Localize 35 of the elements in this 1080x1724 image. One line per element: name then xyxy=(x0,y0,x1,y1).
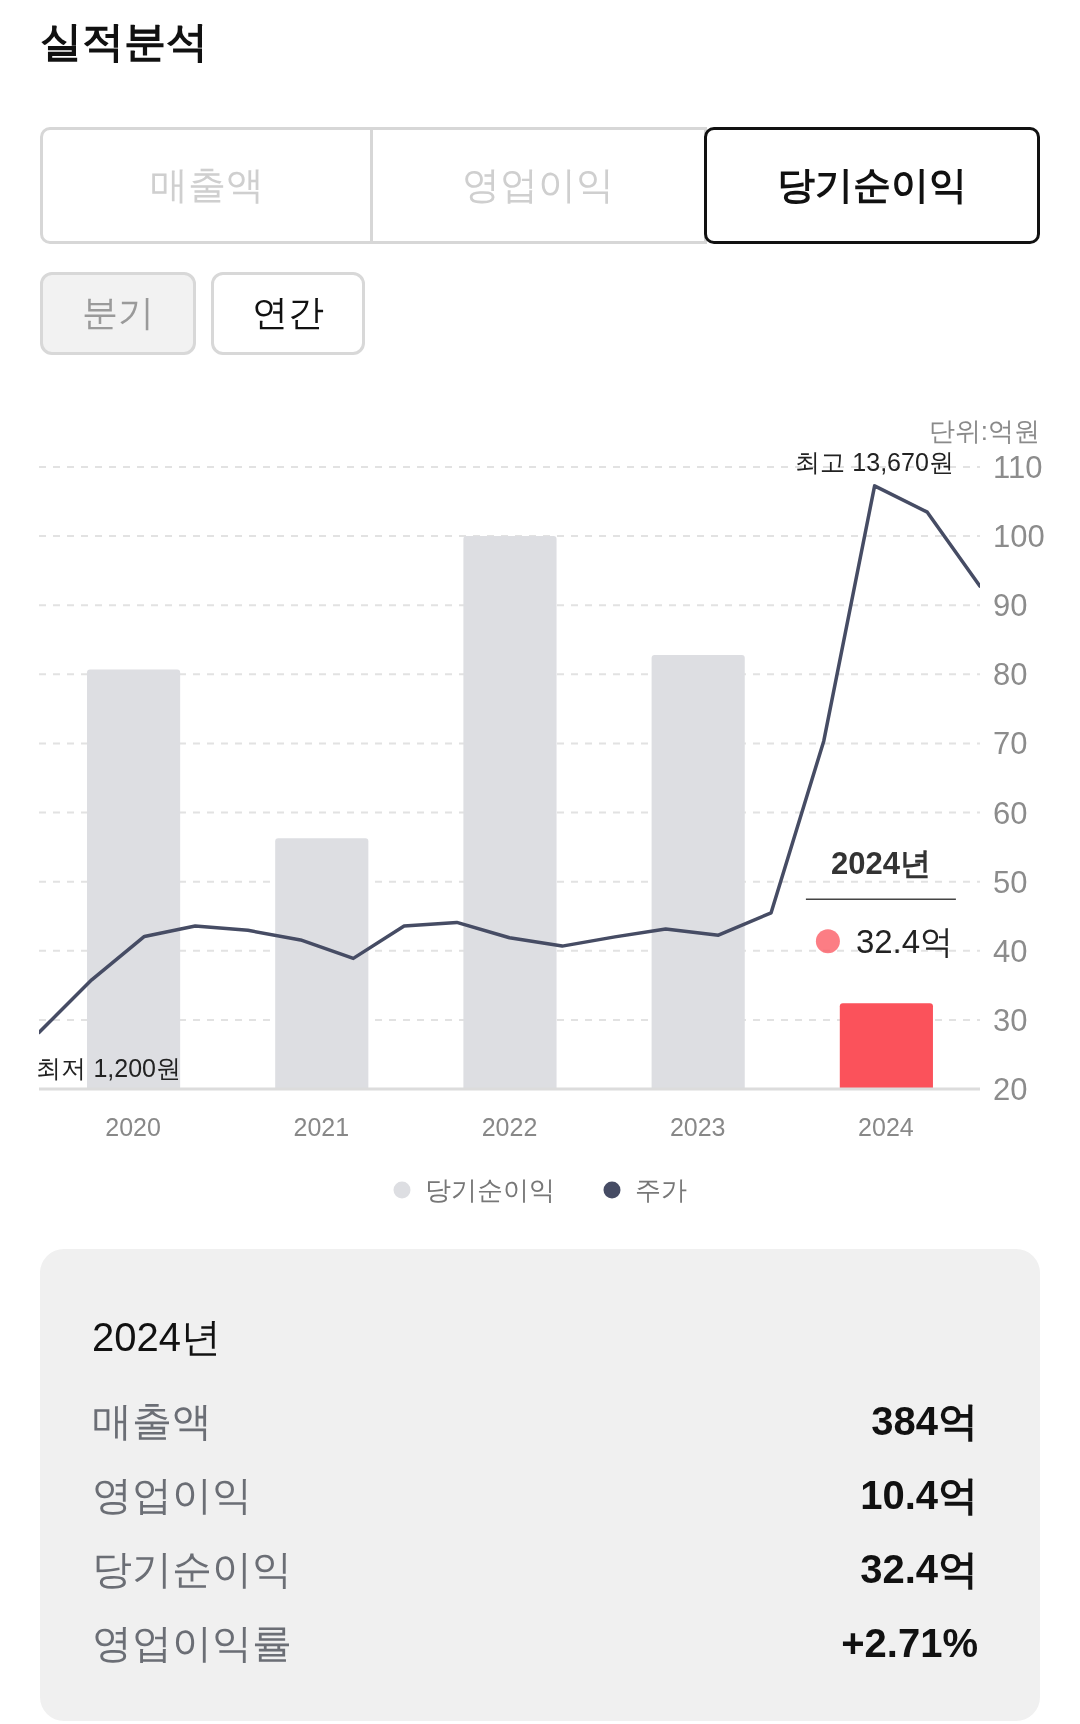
y-tick-label: 20 xyxy=(993,1072,1028,1108)
x-tick-label: 2024 xyxy=(858,1112,914,1141)
text: 영업이익 xyxy=(92,1471,252,1519)
y-tick-label: 60 xyxy=(993,795,1028,831)
text: 매출액 xyxy=(92,1397,212,1445)
data-label: 32.4억 xyxy=(855,922,954,960)
y-tick-label: 90 xyxy=(993,588,1028,624)
legend-label: 당기순이익 xyxy=(425,1173,555,1207)
toggle-button[interactable]: 연간 xyxy=(211,272,365,355)
text: +2.71% xyxy=(841,1620,978,1666)
x-tick-label: 2021 xyxy=(293,1112,350,1141)
text: 당기순이익 xyxy=(92,1545,292,1593)
x-tick-label: 2020 xyxy=(105,1112,161,1141)
data-label: 최저 1,200원 xyxy=(36,1054,182,1083)
y-tick-label: 80 xyxy=(993,657,1028,693)
text: 2024년 xyxy=(92,1315,221,1359)
text: 32.4억 xyxy=(860,1545,978,1593)
text: 영업이익률 xyxy=(92,1619,292,1667)
toggle-button[interactable]: 분기 xyxy=(40,272,196,355)
y-axis-title: 단위:억원 xyxy=(928,416,1040,446)
text: 실적분석 xyxy=(40,18,208,65)
tab-button[interactable]: 당기순이익 xyxy=(703,127,1040,244)
y-tick-label: 110 xyxy=(993,450,1043,486)
y-tick-label: 100 xyxy=(993,519,1045,555)
legend-label: 주가 xyxy=(635,1173,687,1207)
data-label: 최고 13,670원 xyxy=(795,447,954,476)
text: 10.4억 xyxy=(860,1471,978,1519)
y-tick-label: 30 xyxy=(993,1002,1028,1038)
y-tick-label: 50 xyxy=(993,864,1028,900)
y-tick-label: 40 xyxy=(993,933,1028,969)
x-tick-label: 2023 xyxy=(669,1112,726,1141)
text: 384억 xyxy=(871,1397,978,1445)
annotation: 2024년 xyxy=(830,845,931,881)
x-tick-label: 2022 xyxy=(481,1112,538,1141)
y-tick-label: 70 xyxy=(993,726,1028,762)
